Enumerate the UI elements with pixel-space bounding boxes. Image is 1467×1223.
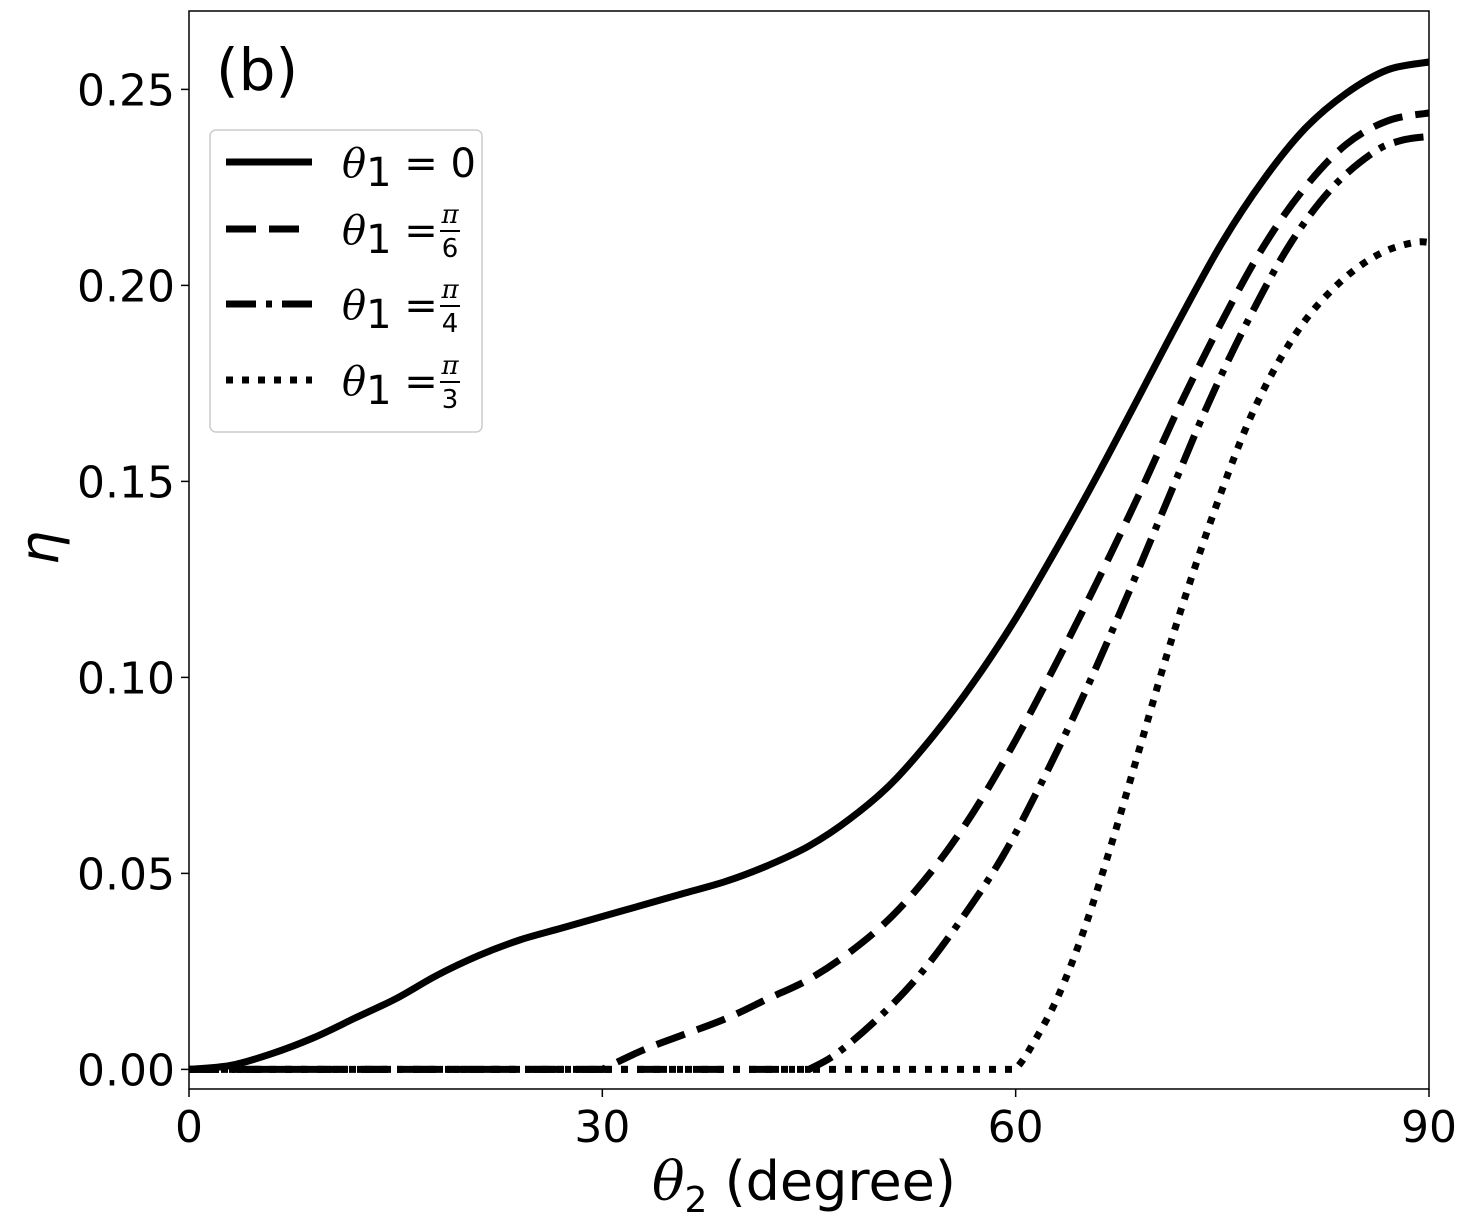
legend-frac-den-2: 6 (442, 234, 459, 264)
legend-frac-num-2: π (440, 200, 459, 230)
x-tick-label: 90 (1401, 1102, 1457, 1153)
legend-frac-den-4: 3 (442, 385, 459, 415)
y-axis-label: η (8, 531, 71, 565)
series-line-1 (188, 58, 1430, 1073)
y-tick-label: 0.05 (77, 849, 175, 900)
y-tick-label: 0.00 (77, 1045, 175, 1096)
y-tick-label: 0.25 (77, 65, 175, 116)
legend-label-3: θ1 = (342, 283, 438, 338)
y-tick-label: 0.15 (77, 457, 175, 508)
x-axis-unit: (degree) (707, 1150, 956, 1213)
plot-frame (188, 10, 1430, 1090)
x-tick-label: 60 (988, 1102, 1044, 1153)
y-tick-label: 0.20 (77, 261, 175, 312)
x-axis-ticks: 0 30 60 90 (175, 1089, 1457, 1153)
legend-frac-num-3: π (440, 275, 459, 305)
series-line-2 (189, 109, 1430, 1073)
legend-box (209, 129, 483, 433)
legend-frac-den-3: 4 (442, 309, 459, 339)
plot-lines (188, 58, 1430, 1073)
x-axis-subscript: 2 (685, 1180, 708, 1221)
panel-label: (b) (216, 36, 298, 104)
x-tick-label: 30 (574, 1102, 630, 1153)
legend-label-1: θ1 = 0 (342, 141, 476, 196)
series-line-3 (189, 132, 1430, 1073)
y-axis-ticks: 0.00 0.05 0.10 0.15 0.20 0.25 (77, 65, 189, 1096)
series-line-4 (189, 238, 1430, 1073)
x-tick-label: 0 (175, 1102, 203, 1153)
legend-frac-num-4: π (440, 351, 459, 381)
x-axis-theta: θ (652, 1150, 685, 1213)
legend-label-2: θ1 = (342, 208, 438, 263)
x-axis-label: θ2 (degree) (652, 1150, 956, 1221)
legend-label-4: θ1 = (342, 359, 438, 414)
y-tick-label: 0.10 (77, 653, 175, 704)
